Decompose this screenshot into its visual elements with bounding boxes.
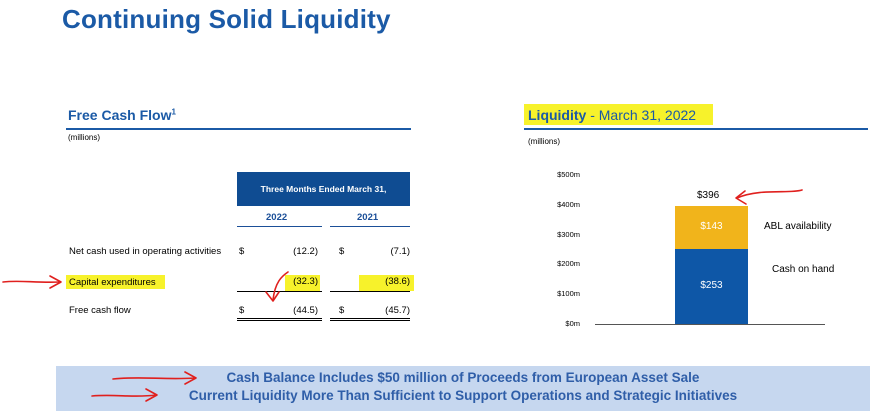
fcf-2022-double-underline-bottom [237,320,322,321]
fcf-year-2021: 2021 [357,212,379,223]
capex-2021-subtotal-line [330,291,410,292]
legend-cash-on-hand: Cash on hand [772,263,835,275]
fcf-2021-double-underline-bottom [330,320,410,321]
slide-title: Continuing Solid Liquidity [62,4,391,34]
fcf-row-fcf-2022: (44.5) [293,305,318,316]
fcf-2022-double-underline-top [237,318,322,319]
y-tick-label: $300m [557,229,580,239]
fcf-row-operating-2021: (7.1) [390,246,410,257]
capex-2022-highlight [285,275,320,291]
fcf-row-free-cash-flow-label: Free cash flow [69,305,131,316]
arrow-total-liquidity-icon [735,189,803,205]
banner-line-1: Cash Balance Includes $50 million of Pro… [226,370,700,385]
y-tick-label: $100m [557,289,580,299]
bar-label-cash: $253 [700,280,723,292]
y-tick-label: $200m [557,259,580,269]
fcf-year-2022: 2022 [266,212,288,223]
fcf-footnote-mark: 1 [171,107,176,117]
fcf-row-operating-label: Net cash used in operating activities [69,246,222,257]
fcf-row-operating-currency-2022: $ [239,246,245,257]
fcf-row-fcf-currency-2022: $ [239,305,245,316]
bar-label-abl: $143 [700,221,723,233]
fcf-row-fcf-currency-2021: $ [339,305,345,316]
capex-highlight [66,275,165,289]
fcf-title-rule [66,128,411,130]
fcf-year-2022-underline [237,226,322,227]
fcf-row-capex-2022: (32.3) [293,276,318,287]
fcf-row-capex-2021: (38.6) [385,276,410,287]
bar-abl-availability [675,205,748,249]
key-points-banner: Cash Balance Includes $50 million of Pro… [56,366,870,411]
fcf-row-fcf-2021: (45.7) [385,305,410,316]
fcf-row-operating-currency-2021: $ [339,246,345,257]
bar-total-label: $396 [697,189,720,201]
fcf-period-header: Three Months Ended March 31, [237,172,410,206]
fcf-title: Free Cash Flow1 [68,107,176,123]
liquidity-title-highlight [524,104,713,125]
fcf-2021-double-underline-top [330,318,410,319]
fcf-units: (millions) [68,133,100,142]
x-axis-line [595,324,825,325]
liquidity-title-bold: Liquidity [528,107,587,123]
fcf-row-operating-2022: (12.2) [293,246,318,257]
y-tick-label: $0m [565,319,580,328]
fcf-title-text: Free Cash Flow [68,107,172,123]
banner-line-2: Current Liquidity More Than Sufficient t… [188,388,738,403]
arrow-banner-line2-icon [91,388,158,402]
arrow-banner-line1-icon [112,371,197,385]
liquidity-title-rule [524,128,868,130]
fcf-row-capex-label: Capital expenditures [69,277,156,288]
arrow-capex-2022-icon [265,271,289,302]
liquidity-units: (millions) [528,137,560,146]
bar-cash-on-hand [675,248,748,324]
legend-abl-availability: ABL availability [764,221,832,233]
capex-2021-highlight [359,275,414,291]
liquidity-chart: $0m $100m $200m $300m $400m $500m $253 $143 $… [540,170,860,335]
liquidity-title: Liquidity - March 31, 2022 [528,107,696,123]
liquidity-title-date: - March 31, 2022 [586,107,697,123]
y-tick-label: $400m [557,199,580,209]
fcf-year-2021-underline [330,226,410,227]
arrow-capex-icon [2,275,62,289]
y-tick-label: $500m [557,170,580,179]
